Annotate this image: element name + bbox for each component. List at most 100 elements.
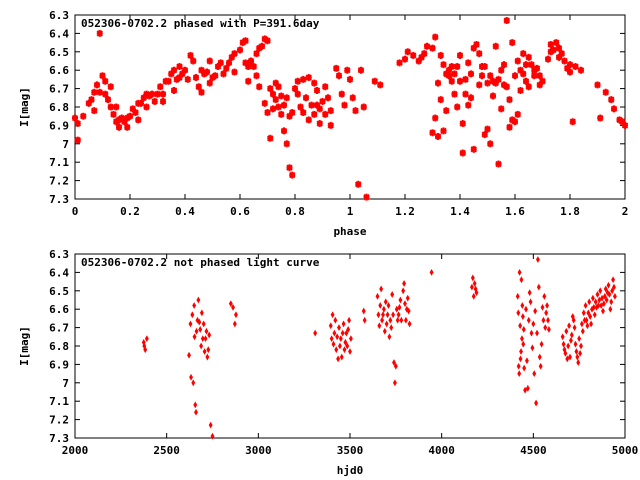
y-tick-label: 6.7 xyxy=(49,322,69,335)
data-point xyxy=(533,307,538,315)
data-point xyxy=(258,42,266,50)
data-point xyxy=(393,362,398,370)
data-point xyxy=(272,96,279,104)
y-tick-label: 7.2 xyxy=(49,175,69,188)
data-point xyxy=(569,118,576,126)
data-point xyxy=(520,50,527,58)
data-point xyxy=(440,61,447,69)
data-point xyxy=(432,114,439,122)
y-axis-title: I[mag] xyxy=(18,326,31,366)
data-point xyxy=(397,303,402,311)
data-point xyxy=(470,44,477,52)
data-point xyxy=(362,316,367,324)
data-point xyxy=(181,66,189,74)
data-point xyxy=(516,309,521,317)
data-point xyxy=(532,370,537,378)
data-point xyxy=(498,105,505,113)
x-axis-title: hjd0 xyxy=(337,464,364,477)
data-point xyxy=(187,351,191,359)
y-tick-label: 6.5 xyxy=(49,285,69,298)
data-point xyxy=(212,72,219,80)
data-point xyxy=(516,362,521,370)
data-point xyxy=(289,109,296,117)
data-point xyxy=(536,81,543,89)
data-point xyxy=(462,75,469,83)
data-point xyxy=(196,296,201,304)
data-point xyxy=(330,311,335,319)
data-point xyxy=(553,39,560,47)
data-point xyxy=(572,63,579,71)
y-tick-label: 6.5 xyxy=(49,46,69,59)
data-point xyxy=(377,322,382,330)
data-point xyxy=(467,94,475,102)
x-tick-label: 1 xyxy=(347,205,354,218)
data-point xyxy=(489,92,497,100)
data-point xyxy=(349,94,356,102)
data-point xyxy=(451,90,458,98)
data-point xyxy=(533,64,541,72)
data-point xyxy=(598,287,603,295)
data-point xyxy=(385,311,390,319)
data-point xyxy=(275,83,282,91)
x-tick-label: 3000 xyxy=(245,444,272,457)
data-point xyxy=(206,79,213,87)
data-point xyxy=(521,340,526,348)
data-point xyxy=(514,110,521,118)
y-tick-label: 6.4 xyxy=(49,27,69,40)
data-point xyxy=(524,305,528,313)
data-point xyxy=(294,77,301,85)
data-point xyxy=(337,324,341,332)
data-point xyxy=(245,77,252,85)
y-tick-label: 7.3 xyxy=(49,432,69,445)
data-point xyxy=(143,103,150,111)
data-point xyxy=(137,99,145,107)
data-point xyxy=(217,59,224,67)
data-point xyxy=(555,44,563,52)
data-point xyxy=(601,307,605,315)
data-point xyxy=(418,53,425,61)
data-point xyxy=(206,57,213,65)
data-point xyxy=(341,320,346,328)
data-point xyxy=(515,292,520,300)
data-point xyxy=(242,59,249,67)
x-tick-label: 0.6 xyxy=(230,205,250,218)
data-point xyxy=(360,103,367,111)
data-point xyxy=(344,66,351,74)
data-point xyxy=(267,134,274,142)
data-point xyxy=(80,112,87,120)
data-point xyxy=(234,311,238,319)
y-axis-title: I[mag] xyxy=(18,87,31,127)
y-tick-label: 7 xyxy=(62,377,69,390)
data-point xyxy=(203,335,208,343)
data-point xyxy=(531,320,536,328)
data-point xyxy=(535,329,539,337)
y-tick-label: 6.7 xyxy=(49,83,69,96)
data-point xyxy=(205,353,210,361)
data-point xyxy=(269,105,277,113)
data-point xyxy=(591,303,596,311)
data-point xyxy=(165,77,172,85)
data-point xyxy=(588,313,593,320)
data-point xyxy=(291,85,299,93)
data-point xyxy=(392,359,396,366)
data-point xyxy=(231,50,238,58)
data-point xyxy=(179,70,186,78)
data-point xyxy=(612,292,617,300)
data-point xyxy=(487,72,494,80)
y-tick-label: 7.2 xyxy=(49,414,69,427)
data-point xyxy=(608,305,613,313)
data-point xyxy=(572,324,577,332)
data-point xyxy=(342,346,347,354)
data-point xyxy=(405,294,410,302)
data-point xyxy=(539,340,544,348)
data-point xyxy=(448,63,455,71)
data-point xyxy=(568,337,573,344)
data-point xyxy=(429,44,436,52)
data-point xyxy=(195,83,202,91)
data-point xyxy=(191,379,196,387)
data-point xyxy=(381,311,385,319)
data-point xyxy=(313,101,321,109)
data-point xyxy=(319,97,326,105)
data-point xyxy=(437,51,444,59)
data-point xyxy=(190,57,197,65)
